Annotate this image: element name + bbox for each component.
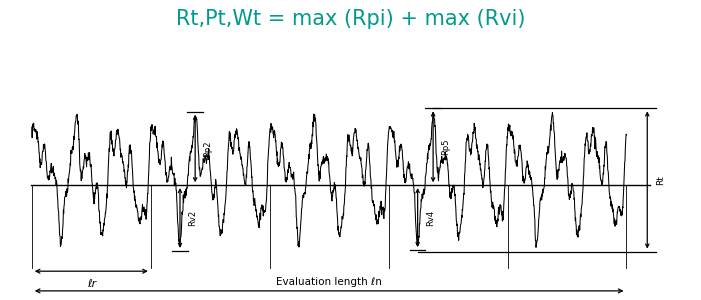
- Text: Rt: Rt: [656, 175, 665, 185]
- Text: Rp5: Rp5: [442, 139, 451, 155]
- Text: Rv2: Rv2: [189, 210, 197, 226]
- Text: Rp2: Rp2: [203, 140, 212, 157]
- Text: ℓr: ℓr: [87, 280, 96, 290]
- Text: Rv4: Rv4: [426, 209, 435, 226]
- Text: Rt,Pt,Wt = max (Rpi) + max (Rvi): Rt,Pt,Wt = max (Rpi) + max (Rvi): [176, 9, 525, 29]
- Text: Evaluation length ℓn: Evaluation length ℓn: [276, 277, 382, 287]
